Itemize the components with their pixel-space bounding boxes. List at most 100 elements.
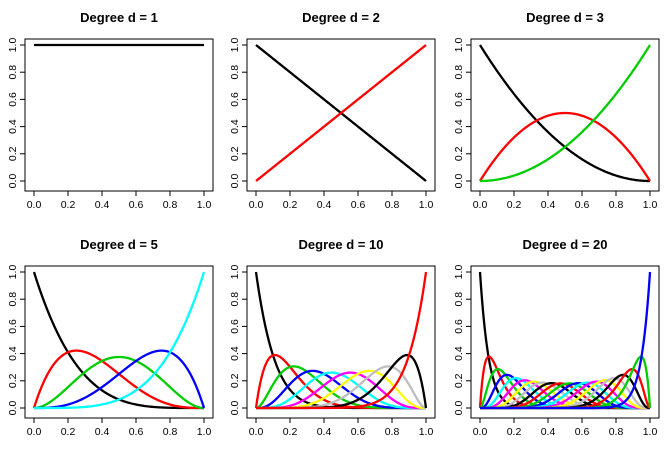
- y-tick-label: 0.6: [229, 319, 241, 334]
- series-line: [33, 271, 206, 410]
- y-tick-label: 0.4: [453, 346, 465, 361]
- x-tick-label: 1.0: [197, 426, 212, 438]
- series-line: [255, 271, 428, 410]
- x-tick-label: 0.6: [351, 426, 366, 438]
- x-tick-label: 0.8: [163, 426, 178, 438]
- x-tick-label: 0.6: [129, 426, 144, 438]
- panel-2: Degree d = 2 0.0 0.2 0.4 0.6 0.8 1.0 0.0 0.2 0.4 0…: [229, 10, 436, 211]
- y-tick-label: 0.2: [229, 146, 241, 161]
- x-tick-label: 0.0: [473, 426, 488, 438]
- y-tick-label: 0.2: [7, 146, 19, 161]
- x-tick-label: 0.0: [249, 426, 264, 438]
- x-tick-label: 0.0: [27, 426, 42, 438]
- x-tick-label: 0.6: [351, 199, 366, 211]
- chart-title: Degree d = 20: [523, 237, 608, 252]
- plot-frame: [470, 265, 660, 419]
- x-tick-label: 0.0: [473, 199, 488, 211]
- x-tick-label: 0.0: [27, 199, 42, 211]
- y-tick-label: 0.0: [453, 174, 465, 189]
- y-tick-label: 0.4: [7, 119, 19, 134]
- panel-4: Degree d = 5 0.0 0.2 0.4 0.6 0.8 1.0 0.0 0.2 0.4 0…: [7, 237, 214, 438]
- y-tick-label: 0.0: [229, 401, 241, 416]
- chart-title: Degree d = 10: [299, 237, 384, 252]
- chart-title: Degree d = 3: [526, 10, 604, 25]
- y-tick-label: 0.6: [7, 92, 19, 107]
- y-tick-label: 0.8: [229, 292, 241, 307]
- panel-1: Degree d = 1 0.0 0.2 0.4 0.6 0.8 1.0 0.0 0.2 0.4 0…: [7, 10, 214, 211]
- y-tick-label: 0.6: [453, 319, 465, 334]
- y-tick-label: 0.8: [229, 65, 241, 80]
- y-tick-label: 1.0: [453, 265, 465, 280]
- plot-frame: [246, 265, 436, 419]
- x-tick-label: 1.0: [643, 426, 658, 438]
- y-tick-label: 0.2: [7, 373, 19, 388]
- series-line: [32, 271, 205, 410]
- x-tick-label: 0.2: [61, 426, 76, 438]
- x-tick-label: 0.8: [385, 199, 400, 211]
- chart-title: Degree d = 5: [80, 237, 158, 252]
- y-tick-label: 0.8: [7, 65, 19, 80]
- x-tick-label: 1.0: [419, 199, 434, 211]
- series-line: [255, 353, 428, 410]
- y-tick-label: 0.0: [453, 401, 465, 416]
- series-line: [255, 44, 427, 182]
- x-tick-label: 0.4: [541, 199, 556, 211]
- series-line: [254, 353, 427, 410]
- plot-frame: [24, 38, 214, 192]
- y-tick-label: 0.0: [7, 401, 19, 416]
- panel-5: Degree d = 10 0.0 0.2 0.4 0.6 0.8 1.0 0.0 0.2 0.4…: [229, 237, 436, 438]
- series-line: [479, 111, 651, 182]
- series-line: [479, 44, 651, 183]
- x-tick-label: 1.0: [197, 199, 212, 211]
- x-tick-label: 0.8: [163, 199, 178, 211]
- x-tick-label: 0.6: [575, 199, 590, 211]
- y-tick-label: 0.2: [453, 146, 465, 161]
- x-tick-label: 0.2: [61, 199, 76, 211]
- x-tick-label: 0.2: [507, 426, 522, 438]
- y-tick-label: 1.0: [453, 38, 465, 53]
- y-tick-label: 0.4: [453, 119, 465, 134]
- plot-frame: [24, 265, 214, 419]
- y-tick-label: 0.6: [453, 92, 465, 107]
- y-tick-label: 0.8: [453, 292, 465, 307]
- x-tick-label: 0.4: [95, 426, 110, 438]
- x-tick-label: 1.0: [419, 426, 434, 438]
- x-tick-label: 0.8: [385, 426, 400, 438]
- series-line: [33, 355, 205, 410]
- series-line: [479, 271, 652, 410]
- y-tick-label: 0.8: [453, 65, 465, 80]
- y-tick-label: 0.4: [229, 346, 241, 361]
- y-tick-label: 0.6: [229, 92, 241, 107]
- x-tick-label: 0.6: [129, 199, 144, 211]
- chart-title: Degree d = 1: [80, 10, 158, 25]
- y-tick-label: 0.8: [7, 292, 19, 307]
- chart-title: Degree d = 2: [302, 10, 380, 25]
- x-tick-label: 0.8: [609, 426, 624, 438]
- panel-3: Degree d = 3 0.0 0.2 0.4 0.6 0.8 1.0 0.0 0.2 0.4 0…: [453, 10, 660, 211]
- series-line: [254, 271, 427, 410]
- x-tick-label: 0.0: [249, 199, 264, 211]
- y-tick-label: 0.4: [229, 119, 241, 134]
- plot-frame: [470, 38, 660, 192]
- series-line: [33, 349, 206, 410]
- x-tick-label: 0.4: [317, 199, 332, 211]
- y-tick-label: 0.2: [229, 373, 241, 388]
- x-tick-label: 1.0: [643, 199, 658, 211]
- x-tick-label: 0.2: [507, 199, 522, 211]
- x-tick-label: 0.2: [283, 426, 298, 438]
- y-tick-label: 1.0: [7, 38, 19, 53]
- y-tick-label: 1.0: [229, 265, 241, 280]
- y-tick-label: 0.0: [7, 174, 19, 189]
- plot-frame: [246, 38, 436, 192]
- y-tick-label: 0.4: [7, 346, 19, 361]
- y-tick-label: 0.6: [7, 319, 19, 334]
- y-tick-label: 1.0: [229, 38, 241, 53]
- x-tick-label: 0.6: [575, 426, 590, 438]
- y-tick-label: 0.0: [229, 174, 241, 189]
- x-tick-label: 0.4: [317, 426, 332, 438]
- x-tick-label: 0.8: [609, 199, 624, 211]
- y-tick-label: 1.0: [7, 265, 19, 280]
- y-tick-label: 0.2: [453, 373, 465, 388]
- x-tick-label: 0.4: [541, 426, 556, 438]
